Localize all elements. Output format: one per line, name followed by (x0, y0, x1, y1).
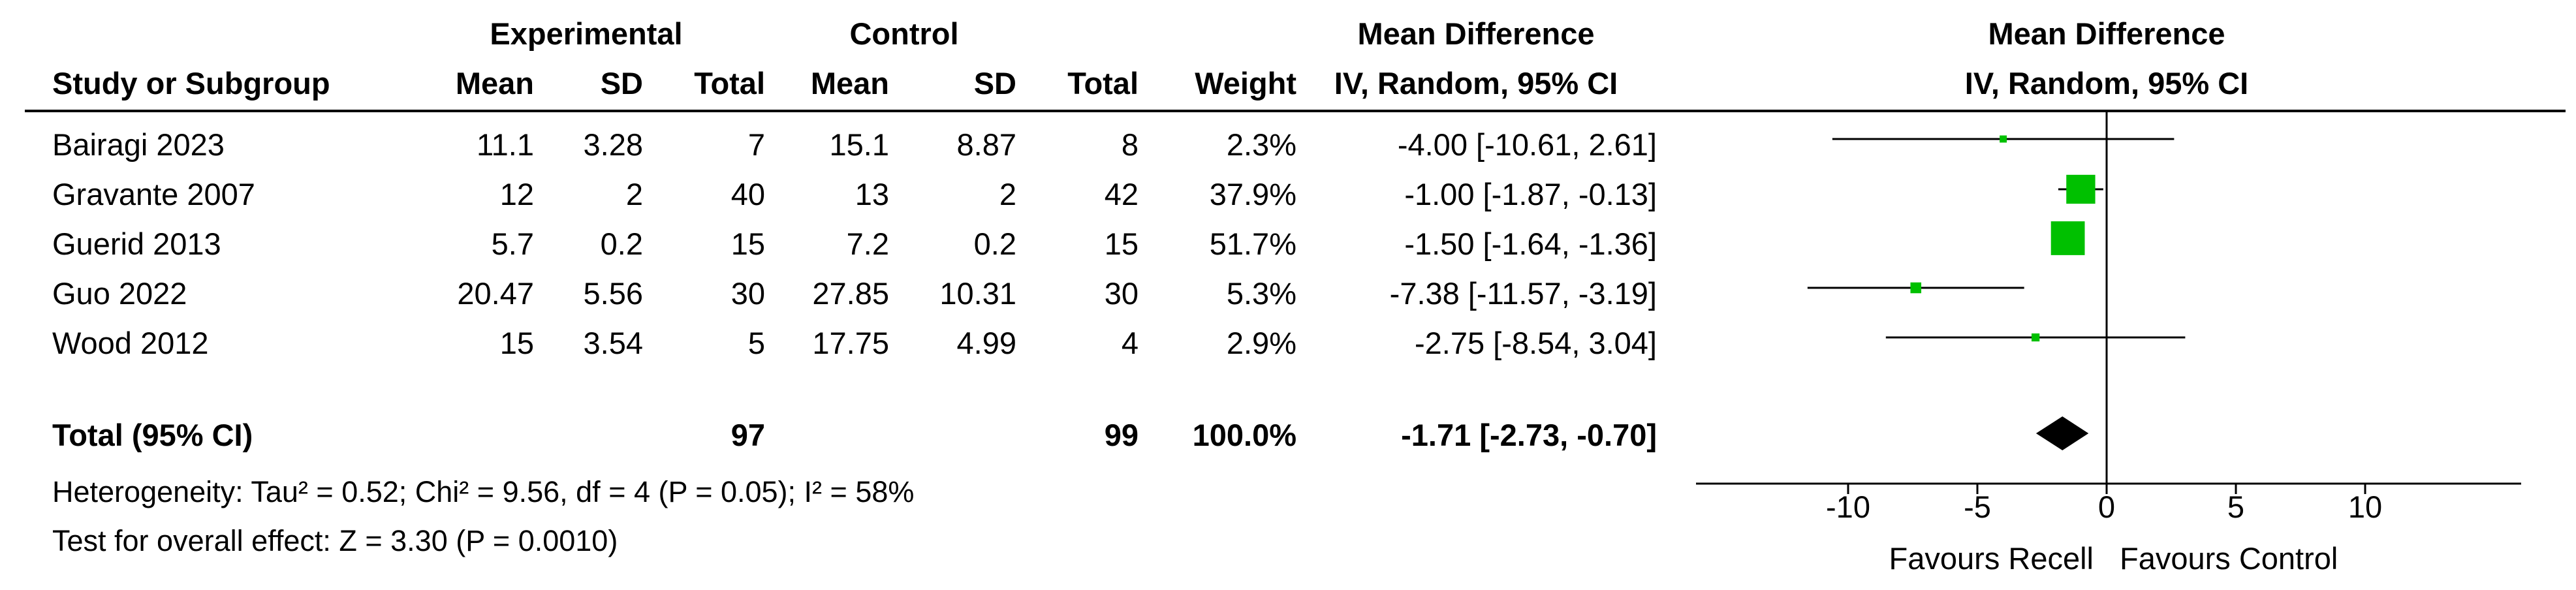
overall-effect-text: Test for overall effect: Z = 3.30 (P = 0… (52, 524, 618, 557)
ctl-sd: 10.31 (939, 276, 1016, 311)
study-name: Guo 2022 (52, 276, 187, 311)
study-weight: 5.3% (1227, 276, 1296, 311)
ctl-mean: 13 (855, 177, 889, 211)
study-row: Gravante 2007 12 2 40 13 2 42 37.9% -1.0… (52, 177, 1657, 211)
exp-total: 30 (731, 276, 765, 311)
ctl-total: 42 (1105, 177, 1139, 211)
header-ctl-total: Total (1067, 66, 1139, 101)
ctl-total: 30 (1105, 276, 1139, 311)
study-name: Wood 2012 (52, 326, 209, 360)
x-ticks: -10 -5 0 5 10 (1826, 484, 2382, 524)
total-exp: 97 (731, 418, 765, 452)
study-rows: Bairagi 2023 11.1 3.28 7 15.1 8.87 8 2.3… (52, 127, 1657, 360)
exp-total: 5 (748, 326, 765, 360)
plot-title: Mean Difference (1988, 16, 2225, 51)
x-tick-label: 10 (2348, 489, 2382, 524)
ctl-sd: 0.2 (974, 226, 1016, 261)
study-row: Guerid 2013 5.7 0.2 15 7.2 0.2 15 51.7% … (52, 226, 1657, 261)
exp-sd: 5.56 (584, 276, 643, 311)
study-ci: -4.00 [-10.61, 2.61] (1398, 127, 1657, 162)
exp-total: 40 (731, 177, 765, 211)
exp-mean: 15 (500, 326, 534, 360)
x-tick-label: 5 (2227, 489, 2244, 524)
header-experimental: Experimental (490, 16, 682, 51)
total-ci: -1.71 [-2.73, -0.70] (1401, 418, 1657, 452)
exp-sd: 3.54 (584, 326, 643, 360)
study-row: Bairagi 2023 11.1 3.28 7 15.1 8.87 8 2.3… (52, 127, 1657, 162)
header-control: Control (849, 16, 958, 51)
header-weight: Weight (1195, 66, 1296, 101)
header-exp-sd: SD (601, 66, 643, 101)
study-weight: 2.9% (1227, 326, 1296, 360)
x-tick-label: -10 (1826, 489, 1870, 524)
header-ci: IV, Random, 95% CI (1334, 66, 1618, 101)
ctl-total: 4 (1122, 326, 1139, 360)
x-tick-label: 0 (2098, 489, 2115, 524)
study-ci: -2.75 [-8.54, 3.04] (1415, 326, 1657, 360)
summary-diamond (2035, 416, 2089, 450)
exp-sd: 3.28 (584, 127, 643, 162)
ctl-sd: 2 (999, 177, 1016, 211)
x-tick-label: -5 (1964, 489, 1991, 524)
study-ci: -1.00 [-1.87, -0.13] (1404, 177, 1657, 211)
point-estimate-square (2000, 135, 2007, 143)
exp-sd: 0.2 (601, 226, 643, 261)
study-weight: 51.7% (1210, 226, 1296, 261)
point-estimate-square (1910, 282, 1922, 294)
study-weight: 37.9% (1210, 177, 1296, 211)
exp-total: 15 (731, 226, 765, 261)
ctl-sd: 4.99 (957, 326, 1016, 360)
point-estimate-square (2031, 333, 2040, 342)
exp-mean: 20.47 (457, 276, 534, 311)
exp-mean: 5.7 (492, 226, 534, 261)
point-estimate-square (2050, 221, 2085, 255)
heterogeneity-text: Heterogeneity: Tau² = 0.52; Chi² = 9.56,… (52, 475, 914, 508)
exp-mean: 12 (500, 177, 534, 211)
exp-mean: 11.1 (477, 127, 534, 162)
ctl-total: 8 (1122, 127, 1139, 162)
study-ci: -7.38 [-11.57, -3.19] (1390, 276, 1657, 311)
total-ctl: 99 (1105, 418, 1139, 452)
header-mean-difference: Mean Difference (1357, 16, 1594, 51)
plot-area: -10 -5 0 5 10 Favours Recell Favours Control (1696, 111, 2521, 576)
ctl-sd: 8.87 (957, 127, 1016, 162)
point-estimate-square (2066, 174, 2096, 204)
total-weight: 100.0% (1193, 418, 1296, 452)
exp-sd: 2 (626, 177, 643, 211)
study-row: Guo 2022 20.47 5.56 30 27.85 10.31 30 5.… (52, 276, 1657, 311)
total-label: Total (95% CI) (52, 418, 253, 452)
exp-total: 7 (748, 127, 765, 162)
plot-subtitle: IV, Random, 95% CI (1965, 66, 2248, 101)
study-name: Gravante 2007 (52, 177, 255, 211)
study-name: Bairagi 2023 (52, 127, 225, 162)
ctl-mean: 17.75 (812, 326, 889, 360)
ctl-mean: 7.2 (847, 226, 889, 261)
study-marks (1807, 135, 2186, 342)
study-name: Guerid 2013 (52, 226, 221, 261)
header-study: Study or Subgroup (52, 66, 330, 101)
study-ci: -1.50 [-1.64, -1.36] (1404, 226, 1657, 261)
study-row: Wood 2012 15 3.54 5 17.75 4.99 4 2.9% -2… (52, 326, 1657, 360)
favours-right-label: Favours Control (2120, 541, 2338, 576)
total-row: Total (95% CI) 97 99 100.0% -1.71 [-2.73… (52, 418, 1657, 452)
header-ctl-mean: Mean (811, 66, 889, 101)
ctl-mean: 27.85 (812, 276, 889, 311)
header-exp-total: Total (694, 66, 765, 101)
header-ctl-sd: SD (974, 66, 1016, 101)
header-exp-mean: Mean (456, 66, 534, 101)
ctl-total: 15 (1105, 226, 1139, 261)
ctl-mean: 15.1 (830, 127, 889, 162)
favours-left-label: Favours Recell (1889, 541, 2094, 576)
study-weight: 2.3% (1227, 127, 1296, 162)
